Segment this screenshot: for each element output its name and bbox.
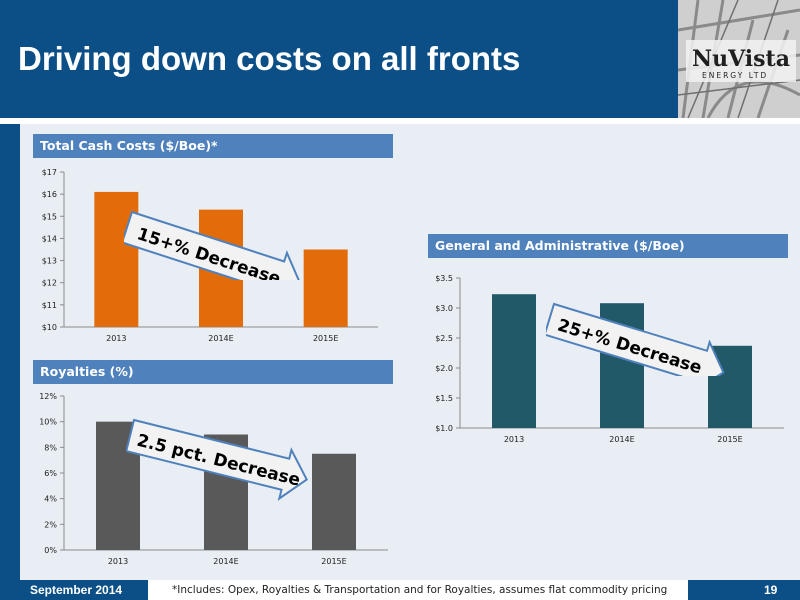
footer-date: September 2014 [30,583,123,597]
y-tick-label: 2% [44,520,57,529]
y-tick-label: 10% [39,418,57,427]
y-tick-label: $1.5 [435,394,453,403]
footnote: *Includes: Opex, Royalties & Transportat… [148,580,688,600]
y-tick-label: $3.5 [435,274,453,283]
total-cash-costs-chart: $10 $11 $12 $13 $14 $15 $16 $17 2013 2014E 2015E [42,168,378,343]
company-logo: NuVista ENERGY LTD [678,0,800,118]
bar [303,249,348,327]
y-tick-label: 0% [44,546,57,555]
y-tick-label: $16 [42,190,57,199]
y-tick-label: $2.5 [435,334,453,343]
y-tick-label: $15 [42,212,57,221]
bar [492,294,536,428]
x-tick-label: 2013 [108,557,128,566]
title-banner: Driving down costs on all fronts [0,0,678,118]
logo-text: NuVista [692,46,790,72]
page-number: 19 [764,583,778,597]
y-tick-label: $11 [42,301,57,310]
x-tick-label: 2013 [504,435,524,444]
bar [312,453,356,550]
y-tick-label: 12% [39,392,57,401]
y-tick-label: 4% [44,495,57,504]
x-tick-label: 2015E [313,334,338,343]
y-tick-label: 8% [44,443,57,452]
royalties-header: Royalties (%) [33,360,393,384]
y-tick-label: $3.0 [435,304,453,313]
x-tick-label: 2015E [321,557,346,566]
y-tick-label: $13 [42,257,57,266]
x-tick-label: 2015E [717,435,742,444]
x-tick-label: 2013 [106,334,126,343]
y-tick-label: $1.0 [435,424,453,433]
total-cash-costs-header: Total Cash Costs ($/Boe)* [33,134,393,158]
x-tick-label: 2014E [609,435,634,444]
y-tick-label: $14 [42,234,57,243]
left-stripe [0,124,20,580]
x-tick-label: 2014E [208,334,233,343]
y-tick-label: 6% [44,469,57,478]
y-tick-label: $17 [42,168,57,177]
total-decrease-arrow: 15+% Decrease [124,210,302,280]
logo-graphic: NuVista ENERGY LTD [678,0,800,118]
royalties-decrease-arrow: 2.5 pct. Decrease [126,418,309,501]
page-title: Driving down costs on all fronts [18,40,521,77]
royalties-chart: 0% 2% 4% 6% 8% 10% 12% 2013 2014E 2015E [39,392,388,566]
g-and-a-header: General and Administrative ($/Boe) [428,234,788,258]
g-and-a-decrease-arrow: 25+% Decrease [546,302,725,376]
y-tick-label: $12 [42,279,57,288]
logo-subtext: ENERGY LTD [702,71,768,80]
y-tick-label: $2.0 [435,364,453,373]
y-tick-label: $10 [42,323,57,332]
x-tick-label: 2014E [213,557,238,566]
